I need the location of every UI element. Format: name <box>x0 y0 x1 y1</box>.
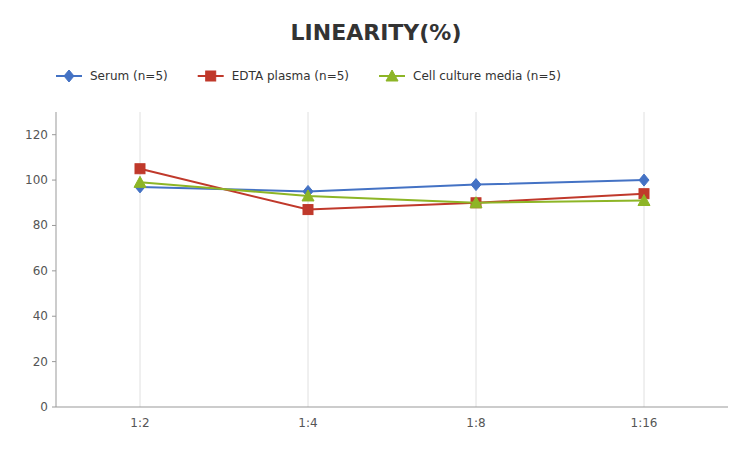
marker <box>471 179 481 191</box>
y-tick <box>52 361 56 362</box>
x-axis-line <box>56 407 728 408</box>
grid-line <box>476 112 477 407</box>
marker <box>302 190 314 201</box>
y-tick-label: 60 <box>33 264 48 278</box>
y-tick-label: 100 <box>25 173 48 187</box>
y-tick-label: 20 <box>33 355 48 369</box>
y-tick <box>52 270 56 271</box>
y-tick-label: 120 <box>25 128 48 142</box>
marker <box>639 174 649 186</box>
x-tick-label: 1:8 <box>466 416 485 430</box>
marker <box>470 197 482 208</box>
grid <box>140 112 644 407</box>
y-tick <box>52 316 56 317</box>
y-tick <box>52 134 56 135</box>
legend: Serum (n=5) EDTA plasma (n=5) Cell culture… <box>56 69 561 83</box>
plot-area <box>134 164 650 215</box>
legend-item: Cell culture media (n=5) <box>379 69 561 83</box>
axes: 0 20 40 60 80 100 120 1:2 1:4 1:8 1:16 <box>25 112 728 430</box>
x-tick-label: 1:4 <box>298 416 317 430</box>
y-tick <box>52 407 56 408</box>
grid-line <box>644 112 645 407</box>
x-tick-label: 1:2 <box>130 416 149 430</box>
series <box>134 176 650 207</box>
y-tick-label: 0 <box>40 400 48 414</box>
series <box>135 164 649 215</box>
chart-title: LINEARITY(%) <box>291 20 462 45</box>
grid-line <box>140 112 141 407</box>
series-line <box>140 182 644 202</box>
y-tick-label: 40 <box>33 309 48 323</box>
legend-item: EDTA plasma (n=5) <box>198 69 349 83</box>
marker <box>206 71 216 81</box>
marker <box>64 70 74 82</box>
series-line <box>140 180 644 191</box>
chart-svg: LINEARITY(%) 0 20 40 60 80 100 120 1:2 1:4 1:8 1:16… <box>0 0 752 451</box>
marker <box>135 164 145 174</box>
marker <box>471 198 481 208</box>
marker <box>386 70 398 81</box>
y-tick <box>52 180 56 181</box>
y-axis-line <box>56 112 57 407</box>
marker <box>638 195 650 206</box>
y-tick-label: 80 <box>33 218 48 232</box>
series-line <box>140 169 644 210</box>
grid-line <box>308 112 309 407</box>
legend-label: Serum (n=5) <box>90 69 168 83</box>
y-tick <box>52 225 56 226</box>
chart-container: LINEARITY(%) 0 20 40 60 80 100 120 1:2 1:4 1:8 1:16… <box>0 0 752 451</box>
legend-item: Serum (n=5) <box>56 69 168 83</box>
marker <box>134 176 146 187</box>
legend-label: EDTA plasma (n=5) <box>232 69 349 83</box>
legend-label: Cell culture media (n=5) <box>413 69 561 83</box>
x-tick-label: 1:16 <box>631 416 658 430</box>
marker <box>303 205 313 215</box>
